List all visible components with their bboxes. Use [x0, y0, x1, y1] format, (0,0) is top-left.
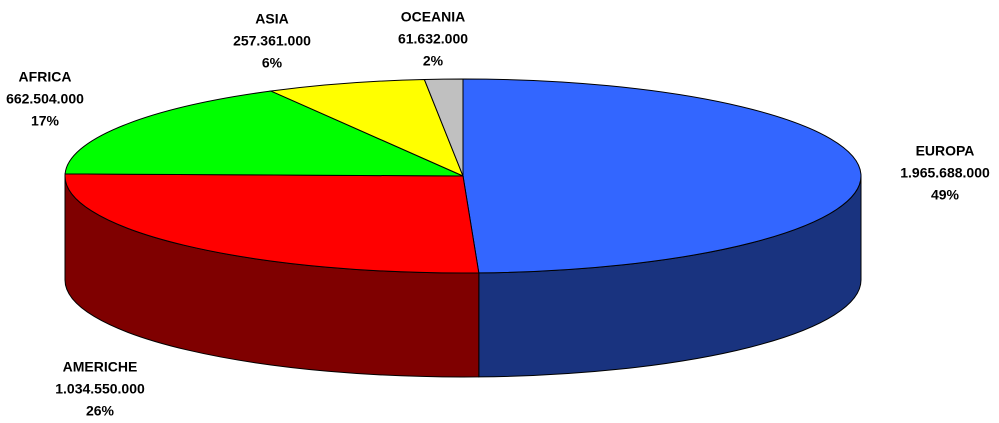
slice-label-name: EUROPA — [916, 143, 975, 159]
slice-label-value: 257.361.000 — [233, 33, 311, 49]
slice-label-percent: 17% — [31, 113, 60, 129]
slice-label-name: AMERICHE — [63, 359, 138, 375]
slice-label-name: ASIA — [255, 11, 288, 27]
slice — [423, 78, 464, 177]
slice-label-value: 1.965.688.000 — [900, 165, 990, 181]
slice — [269, 78, 464, 177]
slice — [462, 78, 862, 274]
slice — [64, 90, 464, 177]
slice-label-percent: 2% — [423, 53, 444, 69]
slice-label-percent: 26% — [86, 403, 115, 419]
slice-label-percent: 6% — [262, 55, 283, 71]
slice-label-value: 662.504.000 — [6, 91, 84, 107]
slice-label-name: AFRICA — [19, 69, 72, 85]
slice-label-value: 1.034.550.000 — [55, 381, 145, 397]
slice — [64, 173, 480, 274]
slice-label-value: 61.632.000 — [398, 31, 468, 47]
slice-label-percent: 49% — [931, 187, 960, 203]
slice-label-name: OCEANIA — [401, 9, 466, 25]
